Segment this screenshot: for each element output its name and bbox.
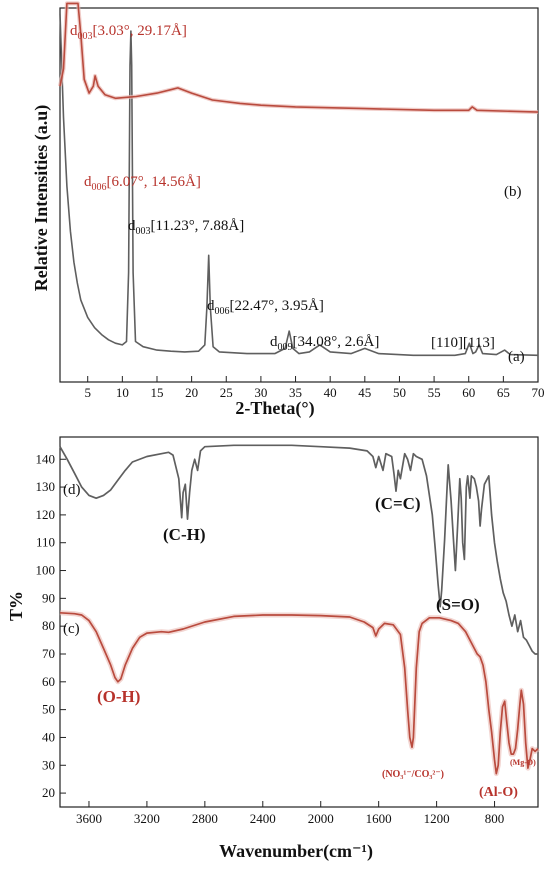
xrd-x-tick-label: 10 [116,385,129,400]
ftir-y-tick-label: 90 [42,590,55,605]
ftir-panel: 3600 3200 2800 2400 2000 1600 1200 800 20 30 40 50… [6,436,540,862]
xrd-curve-label-a: (a) [508,349,525,365]
ftir-x-tick-label: 2000 [308,811,334,826]
ftir-x-tick-label: 1200 [424,811,450,826]
xrd-curve-label-b: (b) [504,184,522,200]
ftir-x-tick-label: 1600 [366,811,392,826]
ftir-y-tick-label: 40 [42,729,55,744]
ftir-x-tick-label: 2800 [192,811,218,826]
xrd-x-tick-label: 50 [393,385,406,400]
ftir-annotation-alo: (Al-O) [479,785,518,800]
xrd-annotation-b-d003: d003[3.03°, 29.17Å] [70,23,187,42]
xrd-annotation-b-d006-sub: 006 [92,182,107,193]
ftir-y-tick-label: 60 [42,674,55,689]
xrd-annotation-a-d006-text: [22.47°, 3.95Å] [230,298,324,314]
ftir-x-axis-title: Wavenumber(cm⁻¹) [219,841,373,862]
ftir-y-tick-label: 140 [36,451,56,466]
xrd-x-tick-label: 45 [358,385,371,400]
xrd-x-tick-label: 15 [150,385,163,400]
xrd-x-tick-label: 40 [324,385,337,400]
xrd-x-axis-title: 2-Theta(°) [235,398,314,419]
ftir-y-axis-title: T% [6,591,26,621]
ftir-y-tick-label: 50 [42,702,55,717]
xrd-annotation-a-d009-text: [34.08°, 2.6Å] [293,334,380,350]
xrd-annotation-a-d006: d006[22.47°, 3.95Å] [207,298,324,317]
ftir-annotation-oh: (O-H) [97,687,140,706]
ftir-y-tick-label: 100 [36,563,56,578]
xrd-x-tick-labels: 5 10 15 20 25 30 35 40 45 50 55 60 65 70 [84,385,544,400]
xrd-annotation-b-d006-text: [6.07°, 14.56Å] [107,174,201,190]
ftir-x-tick-labels: 3600 3200 2800 2400 2000 1600 1200 800 [76,811,504,826]
xrd-annotation-a-d009-sub: 009 [278,342,293,353]
xrd-y-axis-title: Relative Intensities (a.u) [31,105,52,291]
ftir-annotation-ch: (C-H) [163,525,205,544]
xrd-series-line-b [59,2,539,113]
ftir-x-ticks [88,801,496,807]
xrd-x-tick-label: 25 [220,385,233,400]
ftir-x-tick-label: 3600 [76,811,102,826]
xrd-series-group [58,1,539,357]
xrd-annotation-b-d006: d006[6.07°, 14.56Å] [84,174,201,193]
xrd-x-tick-label: 55 [428,385,441,400]
ftir-curve-label-c: (c) [63,621,80,637]
ftir-y-tick-labels: 20 30 40 50 60 70 80 90 100 110 120 130 140 [36,451,56,800]
xrd-series-line-a [59,13,539,357]
ftir-y-tick-label: 70 [42,646,55,661]
ftir-series-line-d [59,444,538,655]
ftir-y-tick-label: 20 [42,785,55,800]
ftir-annotation-mgo: (Mg-O) [510,758,536,767]
ftir-y-ticks [60,458,66,794]
ftir-y-tick-label: 130 [36,479,56,494]
xrd-x-tick-label: 30 [254,385,267,400]
xrd-annotation-a-d003: d003[11.23°, 7.88Å] [128,218,244,237]
ftir-x-tick-label: 800 [485,811,505,826]
xrd-x-tick-label: 5 [84,385,91,400]
ftir-annotation-so: (S=O) [436,595,480,614]
ftir-y-tick-label: 80 [42,618,55,633]
xrd-x-tick-label: 60 [462,385,475,400]
xrd-annotation-a-d006-sub: 006 [215,306,230,317]
xrd-x-ticks [87,376,539,382]
ftir-annotation-cc: (C=C) [375,494,421,513]
xrd-annotation-a-d003-text: [11.23°, 7.88Å] [151,218,245,234]
xrd-panel: 5 10 15 20 25 30 35 40 45 50 55 60 65 70 2-Theta(°) R… [31,1,545,419]
xrd-x-tick-label: 65 [497,385,510,400]
ftir-y-tick-label: 120 [36,507,56,522]
ftir-curve-label-d: (d) [63,482,81,498]
xrd-annotation-b-d003-sub: 003 [78,31,93,42]
xrd-annotation-a-d009: d009[34.08°, 2.6Å] [270,334,379,353]
xrd-x-tick-label: 70 [532,385,545,400]
xrd-annotation-a-d003-sub: 003 [136,226,151,237]
xrd-annotation-b-d003-text: [3.03°, 29.17Å] [93,23,187,39]
ftir-y-tick-label: 110 [36,535,55,550]
ftir-x-tick-label: 3200 [134,811,160,826]
ftir-y-tick-label: 30 [42,757,55,772]
ftir-annotation-no3-co3: (NO₃¹⁻/CO₃²⁻) [382,769,444,780]
ftir-plot-frame [59,436,539,808]
xrd-x-tick-label: 20 [185,385,198,400]
xrd-x-tick-label: 35 [289,385,302,400]
ftir-series-line-c [59,611,539,775]
xrd-plot-frame [59,7,539,383]
ftir-x-tick-label: 2400 [250,811,276,826]
xrd-annotation-hkl: [110][113] [431,335,495,351]
ftir-series-group [59,444,540,777]
